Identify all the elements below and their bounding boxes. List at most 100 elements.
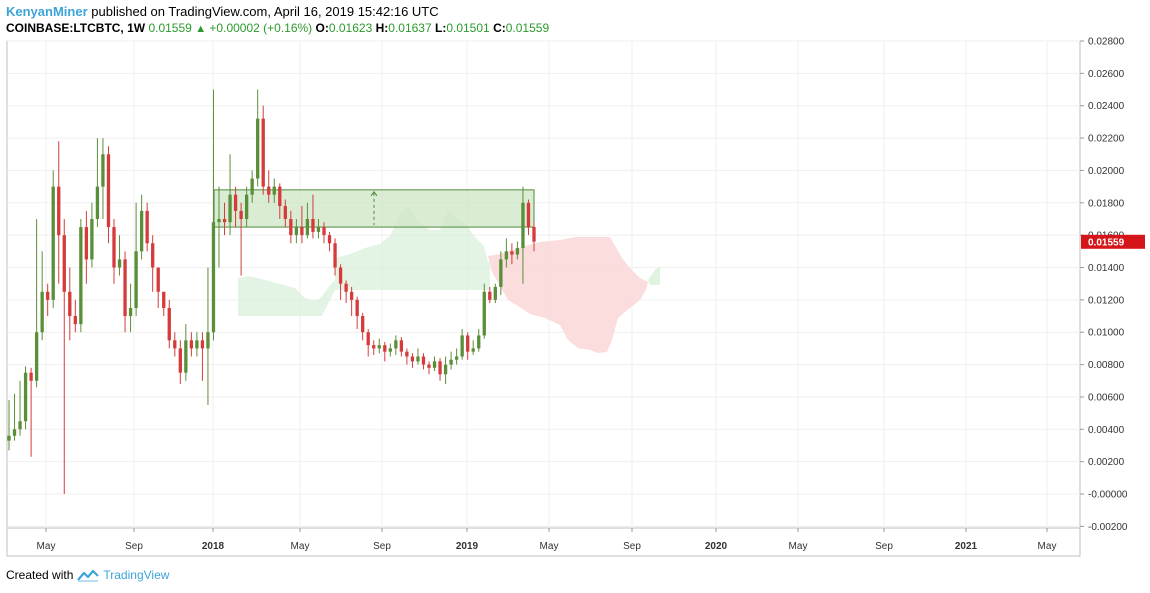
candle [272, 178, 276, 203]
candle-body [128, 307, 133, 317]
candle [532, 222, 536, 252]
candle-body [333, 243, 337, 268]
candle-body [57, 186, 61, 236]
candle [305, 202, 310, 239]
candle [18, 380, 22, 436]
price-tick-label: 0.01200 [1088, 295, 1125, 306]
candle-body [206, 332, 210, 349]
candle-body [438, 361, 442, 375]
price-tick-label: 0.02000 [1088, 166, 1125, 177]
candle [438, 358, 442, 381]
candle [139, 194, 144, 260]
time-tick-label: May [291, 541, 310, 552]
time-tick-label: Sep [125, 541, 143, 552]
time-tick-label: 2020 [705, 541, 728, 552]
candle-body [488, 291, 492, 300]
candle [499, 251, 503, 296]
candle-body [416, 356, 420, 362]
symbol-line: COINBASE:LTCBTC, 1W 0.01559 ▲ +0.00002 (… [6, 21, 549, 35]
time-tick-label: 2018 [202, 541, 225, 552]
candle [106, 146, 111, 244]
author-link[interactable]: KenyanMiner [6, 4, 88, 19]
candle [178, 340, 182, 385]
cloud-bearish [488, 237, 648, 353]
published-text: published on TradingView.com, April 16, … [91, 4, 439, 19]
candle [449, 351, 453, 370]
price-tick-label: 0.02800 [1088, 37, 1125, 48]
candle-body [178, 348, 182, 373]
candle-body [482, 291, 486, 336]
high-label: H: [375, 21, 389, 35]
candle [84, 210, 89, 284]
candle [95, 138, 100, 228]
candle-body [139, 210, 144, 252]
candle-body [338, 267, 343, 284]
candle [46, 283, 50, 317]
candle [399, 337, 404, 357]
candle-body [504, 251, 509, 260]
candle-body [344, 283, 348, 292]
candle-body [200, 340, 205, 349]
candle-body [289, 218, 293, 236]
time-tick-label: Sep [875, 541, 893, 552]
candle [361, 312, 365, 341]
candle-body [383, 345, 387, 352]
candle [311, 194, 315, 239]
candle [515, 241, 520, 260]
candle-body [189, 340, 194, 349]
candle-body [532, 227, 536, 242]
cloud-bullish-tail [648, 267, 660, 285]
candle [23, 366, 28, 430]
price-axis[interactable]: 0.02800 0.02600 0.02400 0.02200 0.02000 0.018… [1080, 37, 1128, 533]
candle [233, 186, 238, 228]
candle-body [239, 210, 243, 219]
last-price: 0.01559 [148, 21, 192, 35]
candle [211, 89, 216, 341]
candle-body [250, 178, 254, 195]
price-tick-label: 0.00600 [1088, 392, 1125, 403]
candle [526, 199, 531, 236]
candle-body [449, 359, 453, 365]
open-label: O: [315, 21, 329, 35]
price-tick-label: 0.00800 [1088, 360, 1125, 371]
open-value: 0.01623 [328, 21, 373, 35]
candle-body [443, 364, 448, 375]
price-tick-label: 0.01000 [1088, 328, 1125, 339]
candle-body [244, 194, 249, 219]
symbol[interactable]: COINBASE:LTCBTC, 1W [6, 21, 146, 35]
created-with-text: Created with [6, 568, 74, 582]
time-axis[interactable]: May Sep 2018 May Sep 2019 May Sep 2020 May Sep 2021… [37, 528, 1057, 552]
candle [167, 299, 171, 349]
candle-body [377, 345, 381, 349]
tradingview-link[interactable]: TradingView [103, 568, 170, 582]
candle [349, 286, 354, 317]
candle [488, 286, 492, 304]
candle-body [477, 335, 481, 349]
low-value: 0.01501 [446, 21, 490, 35]
candle [471, 340, 475, 355]
candle [162, 291, 166, 317]
candle-body [156, 267, 160, 292]
price-tick-label: 0.00400 [1088, 425, 1125, 436]
candle-body [322, 227, 326, 236]
candle [34, 218, 39, 388]
candle-body [106, 154, 111, 228]
candles [7, 89, 536, 495]
candle [90, 202, 94, 268]
candle [322, 222, 326, 244]
last-price-tag-box [1081, 234, 1145, 249]
candle-body [278, 186, 282, 207]
candle [173, 332, 177, 357]
candle-body [515, 248, 520, 255]
time-tick-label: 2019 [456, 541, 479, 552]
candle-body [305, 218, 310, 236]
candle [388, 343, 392, 357]
candle [427, 361, 431, 375]
candle [366, 328, 370, 357]
candle-body [421, 356, 426, 365]
candle [206, 267, 210, 406]
time-tick-label: Sep [623, 541, 641, 552]
candle [217, 186, 221, 268]
candle [482, 283, 486, 339]
